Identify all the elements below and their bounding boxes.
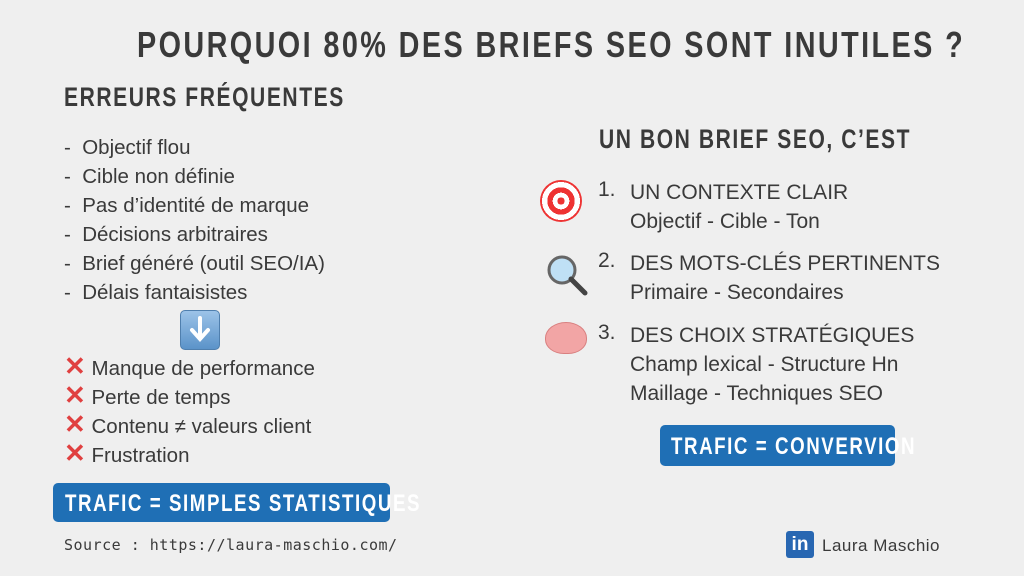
cross-mark-icon: ✕ [64, 351, 86, 381]
magnifier-icon [545, 253, 589, 302]
good-brief-heading: UN BON BRIEF SEO, C’EST [599, 124, 912, 154]
list-item: - Brief généré (outil SEO/IA) [64, 252, 325, 275]
item-number: 1. [598, 178, 616, 201]
item-title: DES MOTS-CLÉS PERTINENTS [630, 252, 940, 275]
list-item: ✕ Frustration [64, 438, 190, 468]
right-badge: TRAFIC = CONVERVION [660, 425, 915, 466]
errors-heading: ERREURS FRÉQUENTES [64, 82, 345, 112]
list-item: ✕ Contenu ≠ valeurs client [64, 409, 312, 439]
errors-list: - Objectif flou - Cible non définie - Pa… [64, 133, 325, 307]
list-item: - Délais fantaisistes [64, 281, 248, 304]
list-item: - Objectif flou [64, 136, 191, 159]
linkedin-icon: in [786, 531, 814, 558]
cross-mark-icon: ✕ [64, 380, 86, 410]
cross-mark-icon: ✕ [64, 409, 86, 439]
list-item: - Cible non définie [64, 165, 235, 188]
item-detail: Maillage - Techniques SEO [630, 382, 883, 405]
item-title: UN CONTEXTE CLAIR [630, 181, 849, 204]
list-item: ✕ Manque de performance [64, 351, 315, 381]
cross-mark-icon: ✕ [64, 438, 86, 468]
consequences-list: ✕ Manque de performance ✕ Perte de temps… [64, 351, 315, 470]
list-item: - Décisions arbitraires [64, 223, 268, 246]
source-text: Source : https://laura-maschio.com/ [64, 536, 398, 554]
page-title: POURQUOI 80% DES BRIEFS SEO SONT INUTILE… [137, 24, 966, 65]
left-badge: TRAFIC = SIMPLES STATISTIQUES [53, 483, 419, 522]
item-detail: Objectif - Cible - Ton [630, 210, 820, 233]
down-arrow-icon [180, 310, 220, 350]
brain-icon [545, 322, 587, 354]
item-number: 3. [598, 321, 616, 344]
item-number: 2. [598, 249, 616, 272]
item-3: DES CHOIX STRATÉGIQUES Champ lexical - S… [630, 321, 914, 408]
author-name: Laura Maschio [822, 536, 941, 555]
list-item: ✕ Perte de temps [64, 380, 231, 410]
item-2: DES MOTS-CLÉS PERTINENTS Primaire - Seco… [630, 249, 940, 307]
item-title: DES CHOIX STRATÉGIQUES [630, 324, 915, 347]
list-item: - Pas d’identité de marque [64, 194, 309, 217]
item-detail: Primaire - Secondaires [630, 281, 844, 304]
item-detail: Champ lexical - Structure Hn [630, 353, 899, 376]
target-icon [540, 180, 582, 222]
item-1: UN CONTEXTE CLAIR Objectif - Cible - Ton [630, 178, 848, 236]
